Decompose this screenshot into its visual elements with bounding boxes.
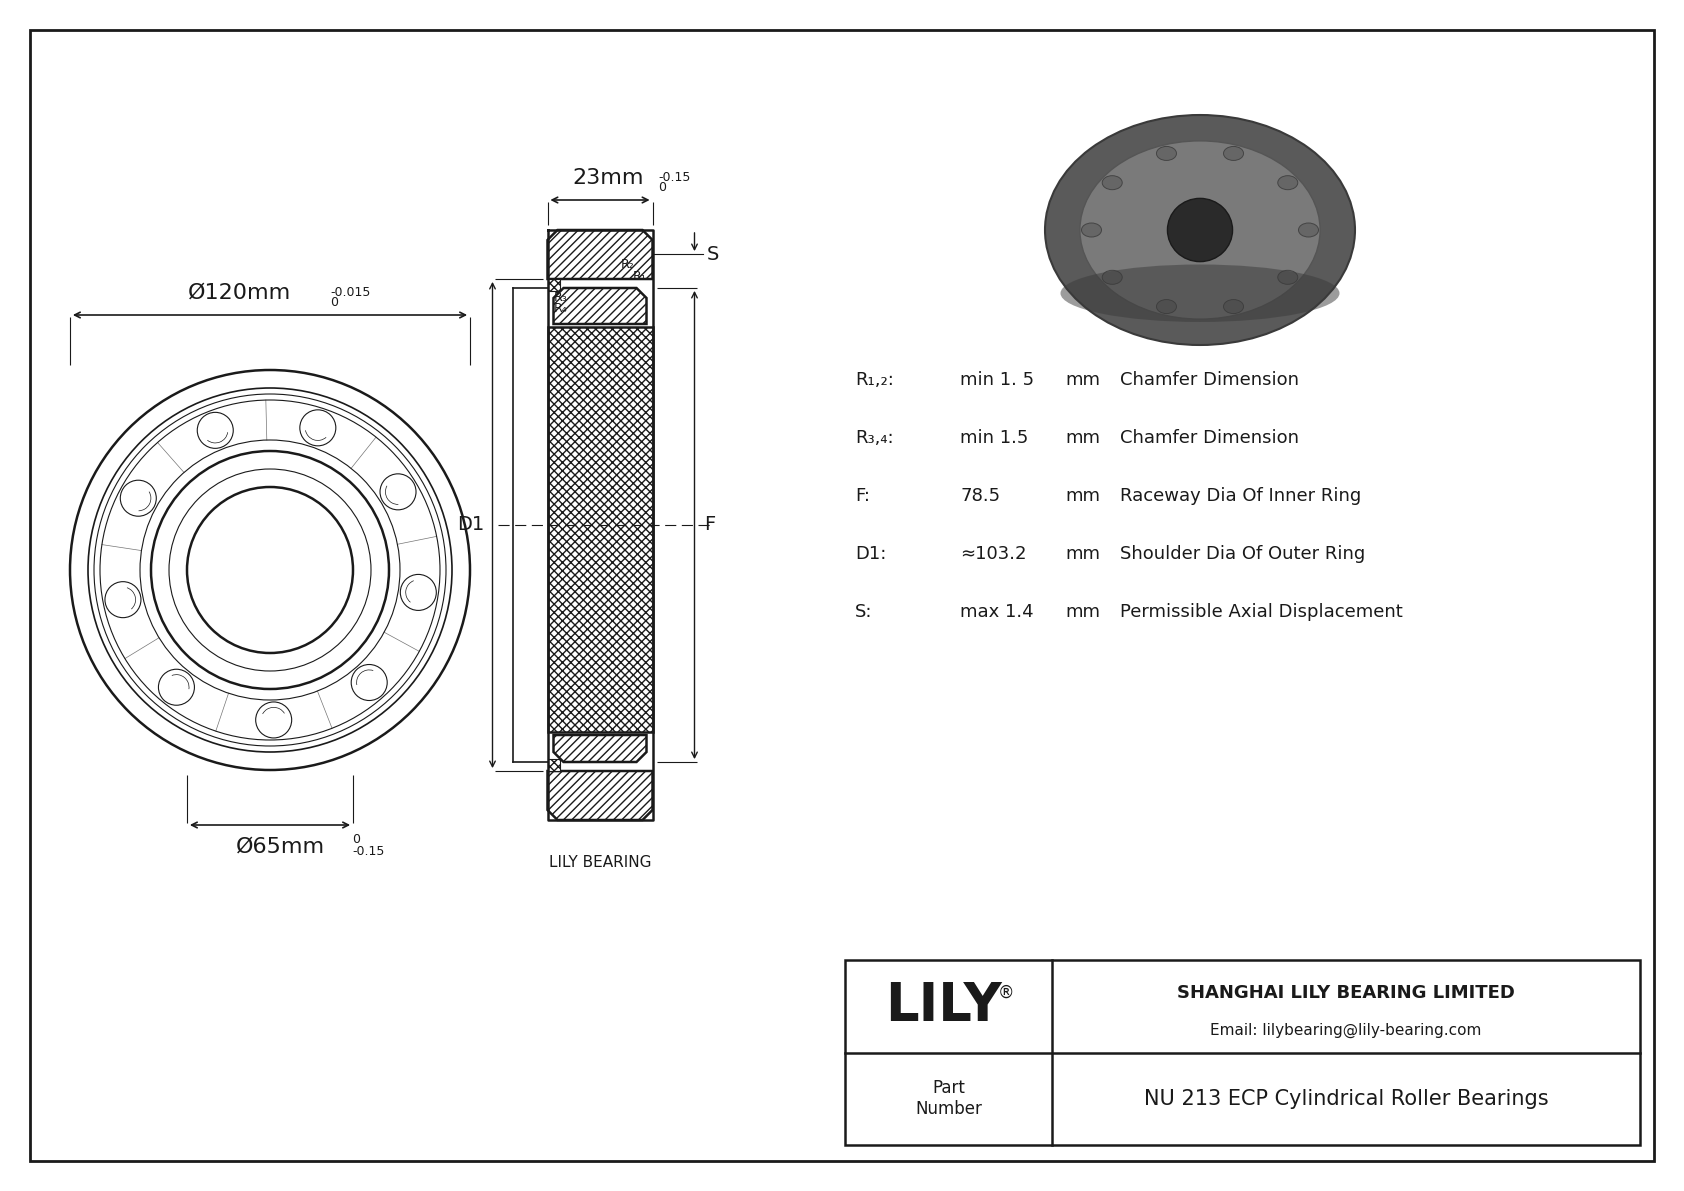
Text: 0: 0 — [658, 181, 665, 194]
Text: -0.015: -0.015 — [330, 286, 370, 299]
Text: Part
Number: Part Number — [914, 1079, 982, 1118]
Text: Email: lilybearing@lily-bearing.com: Email: lilybearing@lily-bearing.com — [1211, 1023, 1482, 1037]
Text: S:: S: — [855, 603, 872, 621]
Text: mm: mm — [1064, 372, 1100, 389]
Text: ≈103.2: ≈103.2 — [960, 545, 1027, 563]
Text: F:: F: — [855, 487, 871, 505]
Text: S: S — [707, 244, 719, 263]
Ellipse shape — [1061, 264, 1339, 322]
Text: Ø120mm: Ø120mm — [189, 283, 291, 303]
Text: Chamfer Dimension: Chamfer Dimension — [1120, 372, 1298, 389]
Polygon shape — [547, 230, 652, 279]
Text: R₁,₂:: R₁,₂: — [855, 372, 894, 389]
Text: 0: 0 — [330, 297, 338, 308]
Ellipse shape — [1298, 223, 1319, 237]
Ellipse shape — [1079, 141, 1320, 319]
Text: Ø65mm: Ø65mm — [236, 837, 325, 858]
Ellipse shape — [1224, 300, 1243, 313]
Text: Shoulder Dia Of Outer Ring: Shoulder Dia Of Outer Ring — [1120, 545, 1366, 563]
Ellipse shape — [1224, 146, 1243, 161]
Ellipse shape — [1278, 270, 1298, 285]
Text: max 1.4: max 1.4 — [960, 603, 1034, 621]
Text: mm: mm — [1064, 545, 1100, 563]
Text: D1: D1 — [458, 516, 485, 535]
Text: NU 213 ECP Cylindrical Roller Bearings: NU 213 ECP Cylindrical Roller Bearings — [1143, 1089, 1548, 1109]
Text: min 1. 5: min 1. 5 — [960, 372, 1034, 389]
Ellipse shape — [1157, 300, 1177, 313]
Text: mm: mm — [1064, 429, 1100, 447]
Ellipse shape — [1167, 199, 1233, 262]
Polygon shape — [554, 735, 647, 762]
Polygon shape — [547, 328, 652, 732]
Text: Raceway Dia Of Inner Ring: Raceway Dia Of Inner Ring — [1120, 487, 1361, 505]
Text: mm: mm — [1064, 487, 1100, 505]
Text: 23mm: 23mm — [573, 168, 643, 188]
Text: D1:: D1: — [855, 545, 886, 563]
Text: F: F — [704, 516, 716, 535]
Text: ®: ® — [999, 984, 1014, 1002]
Text: Chamfer Dimension: Chamfer Dimension — [1120, 429, 1298, 447]
Text: 78.5: 78.5 — [960, 487, 1000, 505]
Text: min 1.5: min 1.5 — [960, 429, 1029, 447]
Ellipse shape — [1046, 116, 1356, 345]
Text: R₃,₄:: R₃,₄: — [855, 429, 894, 447]
Ellipse shape — [1103, 176, 1122, 189]
Text: R₄: R₄ — [554, 303, 568, 314]
Text: mm: mm — [1064, 603, 1100, 621]
Text: 0: 0 — [352, 833, 360, 846]
Text: SHANGHAI LILY BEARING LIMITED: SHANGHAI LILY BEARING LIMITED — [1177, 984, 1516, 1003]
Text: R₁: R₁ — [633, 270, 647, 283]
Polygon shape — [547, 771, 652, 819]
Ellipse shape — [1103, 270, 1122, 285]
Text: -0.15: -0.15 — [352, 844, 384, 858]
Polygon shape — [554, 288, 647, 324]
Bar — [845, 960, 1640, 1145]
Text: R₂: R₂ — [620, 258, 635, 272]
Text: R₃: R₃ — [554, 291, 568, 304]
Text: LILY BEARING: LILY BEARING — [549, 855, 652, 869]
Ellipse shape — [1081, 223, 1101, 237]
Text: LILY: LILY — [886, 980, 1002, 1033]
Polygon shape — [547, 279, 559, 291]
Ellipse shape — [1278, 176, 1298, 189]
Polygon shape — [547, 759, 559, 771]
Text: Permissible Axial Displacement: Permissible Axial Displacement — [1120, 603, 1403, 621]
Ellipse shape — [1157, 146, 1177, 161]
Text: -0.15: -0.15 — [658, 172, 690, 183]
